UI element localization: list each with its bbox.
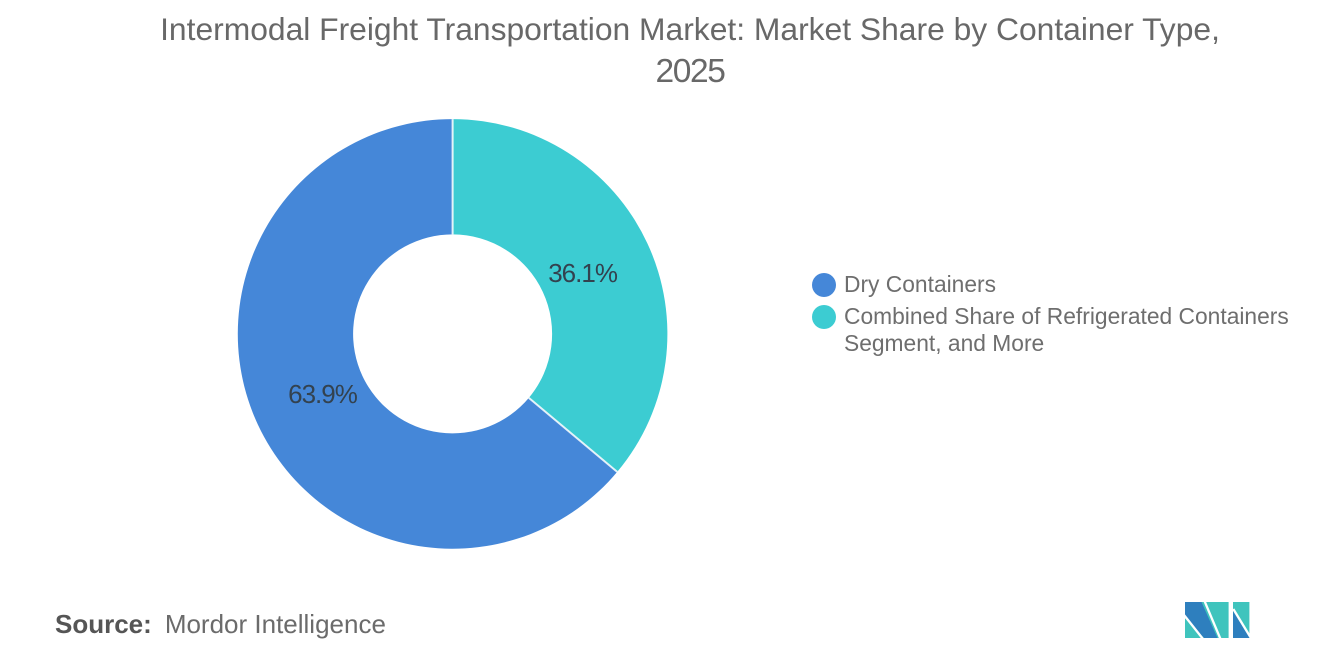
svg-text:36.1%: 36.1% — [548, 258, 618, 288]
svg-text:63.9%: 63.9% — [288, 379, 358, 409]
